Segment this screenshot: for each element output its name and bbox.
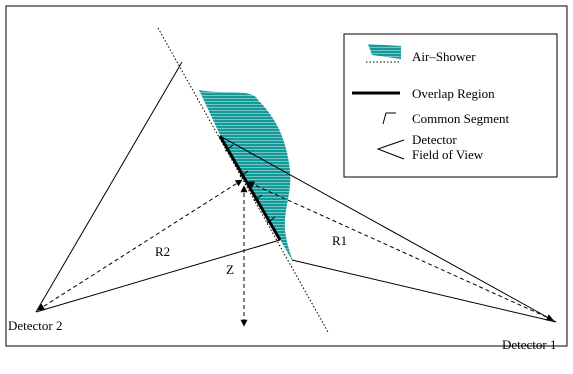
z-label: Z [226,262,234,277]
legend-air-shower-label: Air–Shower [412,49,476,64]
detector1-fov-lower [291,259,557,323]
r1-distance-arrow [247,181,554,321]
diagram-frame [5,5,568,347]
legend: Air–Shower Overlap Region Common Segment… [343,33,558,178]
r2-distance-arrow [37,179,243,311]
r2-label: R2 [155,244,170,259]
legend-box [343,33,558,178]
detector2-fov-upper [35,61,183,313]
common-segment-swatch [382,112,396,125]
r1-label: R1 [332,233,347,248]
detector-fov-swatch [376,139,405,160]
air-shower-swatch [368,44,401,59]
legend-fov-label: Field of View [412,147,484,162]
shower-axis-line [157,27,329,333]
legend-common-segment-label: Common Segment [412,111,510,126]
legend-overlap-label: Overlap Region [412,86,495,101]
detector1-label: Detector 1 [502,337,557,352]
detector2-label: Detector 2 [8,318,63,333]
legend-detector-label: Detector [412,132,457,147]
